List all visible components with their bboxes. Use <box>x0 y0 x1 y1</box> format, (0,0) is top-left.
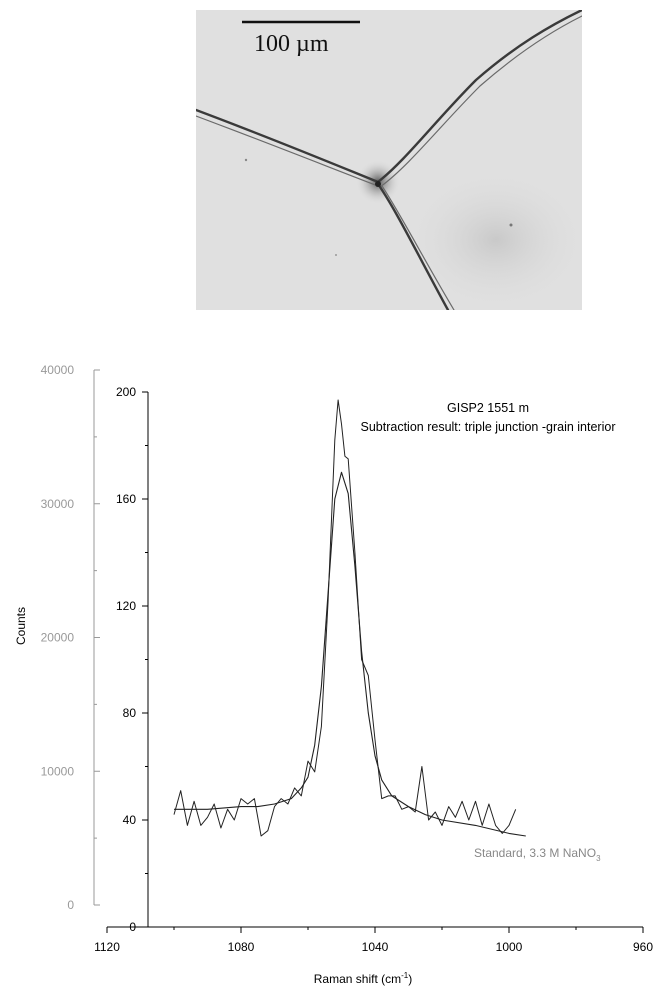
series-layer <box>173 399 526 837</box>
chart-title-line2: Subtraction result: triple junction -gra… <box>361 420 616 434</box>
inner-y-tick-label: 200 <box>116 385 136 399</box>
outer-y-tick-label: 40000 <box>41 363 75 377</box>
series-line-subtraction <box>173 399 517 837</box>
x-tick-label: 1120 <box>94 940 120 954</box>
grain-boundaries <box>196 10 582 310</box>
inner-y-tick-label: 160 <box>116 492 136 506</box>
standard-annotation-text: Standard, 3.3 M NaNO <box>474 846 596 860</box>
x-tick-label: 1000 <box>496 940 523 954</box>
x-tick-label: 960 <box>633 940 653 954</box>
outer-y-axis: 0 10000 20000 30000 40000 <box>41 363 100 912</box>
scale-bar-label: 100 µm <box>254 31 329 57</box>
x-axis: 1120 1080 1040 1000 960 <box>94 926 653 954</box>
outer-y-tick-label: 20000 <box>41 631 75 645</box>
inner-y-tick-label: 120 <box>116 599 136 613</box>
x-tick-label: 1080 <box>228 940 255 954</box>
x-axis-label: Raman shift (cm-1) <box>314 971 412 986</box>
outer-y-tick-label: 10000 <box>41 764 75 778</box>
outer-y-tick-label: 30000 <box>41 497 75 511</box>
inner-y-tick-label: 80 <box>123 706 137 720</box>
outer-y-tick-label: 0 <box>67 898 74 912</box>
x-axis-label-text: Raman shift (cm <box>314 972 401 986</box>
micrograph-image: 100 µm <box>196 10 582 310</box>
x-axis-label-superscript: -1 <box>401 971 409 980</box>
inner-y-tick-label: 40 <box>123 813 137 827</box>
x-tick-label: 1040 <box>362 940 389 954</box>
x-axis-label-close: ) <box>408 972 412 986</box>
series-line-standard <box>174 471 526 837</box>
chart-title-line1: GISP2 1551 m <box>447 401 529 415</box>
standard-annotation: Standard, 3.3 M NaNO3 <box>474 846 601 863</box>
y-axis-label: Counts <box>14 607 28 645</box>
standard-annotation-subscript: 3 <box>596 854 601 863</box>
